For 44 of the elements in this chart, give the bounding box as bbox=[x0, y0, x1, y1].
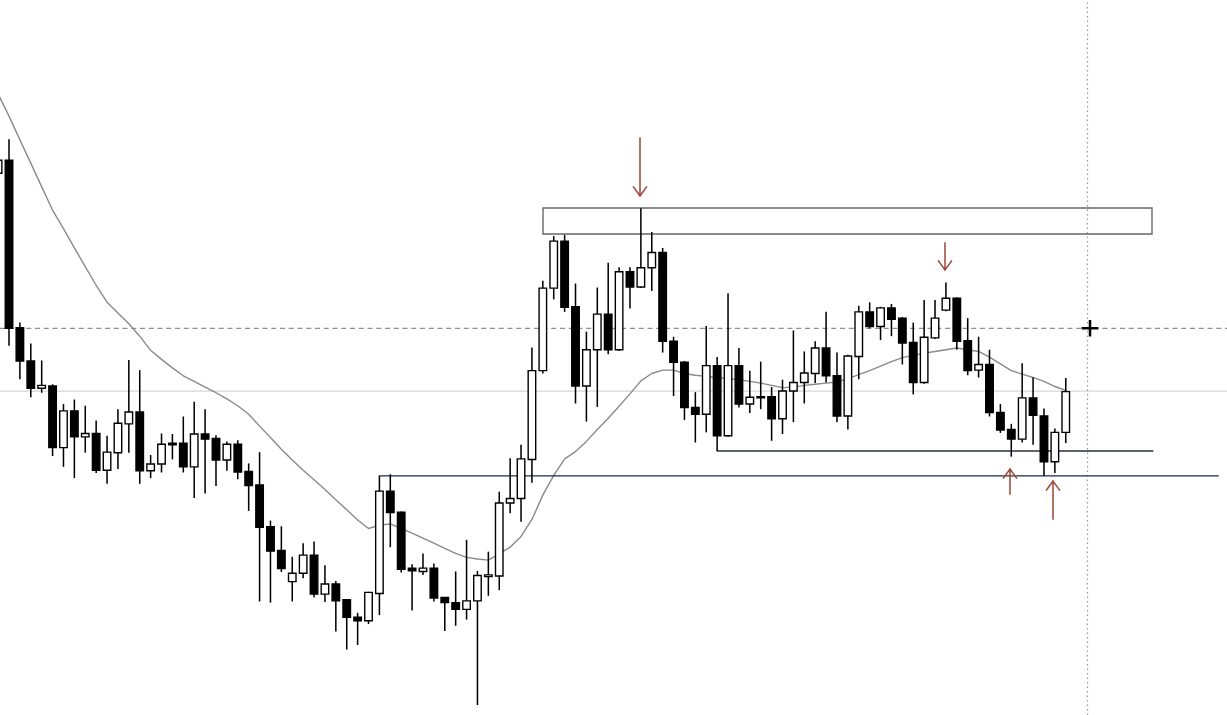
candlestick bbox=[385, 473, 395, 548]
candlestick bbox=[178, 415, 188, 474]
candlestick bbox=[767, 386, 777, 442]
candlestick bbox=[636, 207, 646, 289]
candlestick bbox=[865, 301, 875, 330]
candlestick bbox=[124, 359, 134, 454]
candlestick bbox=[331, 580, 341, 633]
candlestick bbox=[37, 359, 47, 394]
candlestick bbox=[244, 462, 254, 512]
candlestick bbox=[930, 299, 940, 340]
candlestick bbox=[418, 552, 428, 576]
candlestick bbox=[276, 525, 286, 573]
candlestick bbox=[647, 231, 657, 292]
candlestick bbox=[886, 303, 896, 337]
candlestick bbox=[669, 335, 679, 397]
candlestick bbox=[222, 440, 232, 472]
candlestick bbox=[756, 360, 766, 410]
candlestick bbox=[941, 281, 951, 313]
candlestick bbox=[157, 432, 166, 474]
candlestick bbox=[211, 434, 221, 487]
candlestick bbox=[146, 454, 156, 479]
candlestick bbox=[799, 350, 809, 405]
candlestick bbox=[974, 335, 984, 379]
candlestick bbox=[690, 391, 700, 444]
candlestick bbox=[451, 570, 461, 627]
candlestick bbox=[320, 564, 330, 603]
candlestick bbox=[462, 539, 472, 621]
candlestick bbox=[167, 433, 177, 461]
candlestick bbox=[625, 266, 635, 310]
candlestick bbox=[407, 563, 417, 612]
candlestick bbox=[876, 305, 886, 341]
candlestick bbox=[1028, 376, 1038, 446]
candlestick bbox=[287, 556, 297, 603]
candlestick bbox=[200, 408, 210, 495]
candlestick bbox=[440, 596, 450, 632]
candlestick bbox=[995, 403, 1005, 434]
candlestick bbox=[80, 404, 90, 454]
candlestick bbox=[298, 542, 308, 580]
candlestick bbox=[505, 457, 515, 514]
candlestick bbox=[483, 550, 493, 597]
candlestick bbox=[1006, 423, 1016, 458]
candlestick bbox=[342, 598, 352, 651]
candlestick bbox=[788, 329, 798, 423]
candlestick bbox=[745, 369, 755, 414]
